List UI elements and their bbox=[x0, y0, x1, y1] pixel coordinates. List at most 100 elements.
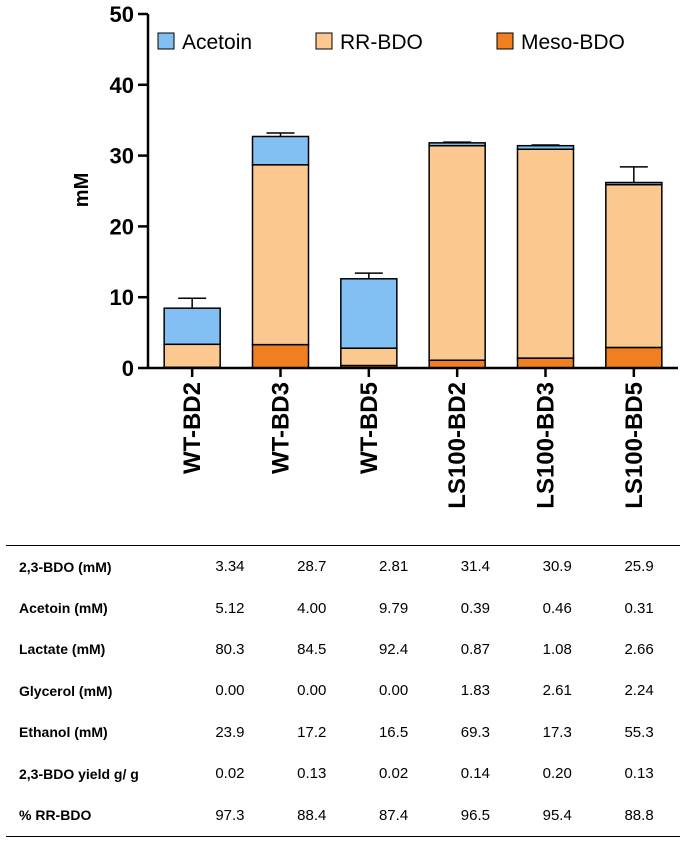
table-cell: 0.87 bbox=[460, 640, 490, 658]
legend-item-meso-bdo: Meso-BDO bbox=[496, 31, 625, 54]
table-cell: 31.4 bbox=[460, 558, 490, 576]
table-cell: 95.4 bbox=[542, 806, 572, 824]
table-cell: 0.00 bbox=[215, 682, 245, 700]
table-cell: 87.4 bbox=[378, 806, 409, 824]
table-cell: 0.00 bbox=[378, 682, 409, 700]
table-cell: 17.3 bbox=[542, 723, 572, 741]
bar-group-ls100-bd5 bbox=[605, 166, 663, 369]
row-label: Glycerol (mM) bbox=[19, 682, 113, 699]
bar-rr-bdo-ls100-bd2 bbox=[428, 144, 486, 361]
table-cell: 2.81 bbox=[378, 558, 409, 576]
x-tick-label: LS100-BD5 bbox=[621, 382, 648, 509]
table-cell: 55.3 bbox=[624, 723, 654, 741]
table-cell: 69.3 bbox=[460, 723, 490, 741]
bar-acetoin-ls100-bd3 bbox=[516, 144, 575, 150]
bar-rr-bdo-wt-bd3 bbox=[251, 164, 310, 346]
table-cell: 92.4 bbox=[378, 640, 409, 658]
y-tick-label: 30 bbox=[110, 144, 134, 169]
legend-swatch bbox=[315, 32, 333, 50]
legend-swatch bbox=[496, 32, 514, 50]
table-row: Glycerol (mM) 0.00 0.00 0.00 1.83 2.61 2.24 bbox=[6, 670, 680, 711]
bar-meso-bdo-ls100-bd5 bbox=[605, 346, 663, 369]
table-cell: 17.2 bbox=[297, 723, 327, 741]
bar-group-wt-bd2 bbox=[163, 297, 221, 369]
table-cell: 3.34 bbox=[215, 558, 245, 576]
row-label: 2,3-BDO yield g/ g bbox=[19, 765, 139, 782]
table-row: Ethanol (mM) 23.9 17.2 16.5 69.3 17.3 55.3 bbox=[6, 712, 680, 753]
row-label: 2,3-BDO (mM) bbox=[19, 558, 112, 575]
legend-item-acetoin: Acetoin bbox=[157, 31, 252, 54]
table-cell: 5.12 bbox=[215, 599, 245, 617]
table-cell: 0.14 bbox=[460, 765, 490, 783]
y-tick-label: 0 bbox=[122, 356, 134, 381]
x-tick-label: LS100-BD3 bbox=[533, 382, 560, 509]
table-cell: 0.31 bbox=[624, 599, 654, 617]
bar-acetoin-wt-bd2 bbox=[163, 307, 221, 346]
table-cell: 96.5 bbox=[460, 806, 490, 824]
x-tick-label: WT-BD2 bbox=[179, 382, 206, 474]
table-cell: 97.3 bbox=[215, 806, 245, 824]
table-cell: 2.61 bbox=[542, 682, 572, 700]
bars bbox=[163, 132, 663, 369]
x-tick-label: LS100-BD2 bbox=[444, 382, 471, 509]
y-tick-label: 10 bbox=[110, 285, 134, 310]
bar-meso-bdo-wt-bd3 bbox=[251, 343, 310, 369]
table-row: % RR-BDO 97.3 88.4 87.4 96.5 95.4 88.8 bbox=[6, 794, 680, 836]
table-cell: 0.46 bbox=[542, 599, 572, 617]
table-cell: 28.7 bbox=[297, 558, 327, 576]
stacked-bar-chart: Acetoin RR-BDO Meso-BDO 0 10 20 30 40 50 WT-BD2 W… bbox=[71, 2, 678, 509]
table-cell: 4.00 bbox=[297, 599, 327, 617]
bar-rr-bdo-wt-bd2 bbox=[163, 343, 221, 369]
legend-label: RR-BDO bbox=[340, 31, 423, 54]
table-cell: 23.9 bbox=[215, 723, 245, 741]
table-cell: 0.13 bbox=[297, 765, 327, 783]
bar-acetoin-wt-bd3 bbox=[251, 135, 310, 166]
table-cell: 80.3 bbox=[215, 640, 245, 658]
table-cell: 84.5 bbox=[297, 640, 327, 658]
legend-label: Acetoin bbox=[182, 31, 252, 54]
row-label: Acetoin (mM) bbox=[19, 600, 108, 617]
table-row: 2,3-BDO (mM) 3.34 28.7 2.81 31.4 30.9 25.9 bbox=[6, 546, 680, 588]
bar-group-ls100-bd3 bbox=[516, 144, 575, 369]
table-cell: 1.08 bbox=[542, 640, 572, 658]
y-tick-label: 20 bbox=[110, 214, 134, 239]
bar-rr-bdo-ls100-bd3 bbox=[516, 148, 575, 359]
table-cell: 0.02 bbox=[378, 765, 409, 783]
legend-label: Meso-BDO bbox=[521, 31, 625, 54]
table-cell: 25.9 bbox=[624, 558, 654, 576]
bar-rr-bdo-ls100-bd5 bbox=[605, 183, 663, 349]
table-body: 2,3-BDO (mM) 3.34 28.7 2.81 31.4 30.9 25.9 Acet… bbox=[6, 546, 680, 837]
table-cell: 88.8 bbox=[624, 806, 654, 824]
row-label: % RR-BDO bbox=[19, 807, 92, 824]
bar-rr-bdo-wt-bd5 bbox=[340, 347, 398, 367]
x-tick-label: WT-BD5 bbox=[356, 382, 383, 474]
bar-group-wt-bd3 bbox=[251, 132, 310, 369]
table-row: Lactate (mM) 80.3 84.5 92.4 0.87 1.08 2.66 bbox=[6, 629, 680, 670]
table-cell: 9.79 bbox=[378, 599, 409, 617]
legend-item-rr-bdo: RR-BDO bbox=[315, 31, 423, 54]
table-row: Acetoin (mM) 5.12 4.00 9.79 0.39 0.46 0.31 bbox=[6, 587, 680, 628]
table-cell: 16.5 bbox=[378, 723, 409, 741]
bar-acetoin-ls100-bd2 bbox=[428, 142, 486, 147]
bar-group-wt-bd5 bbox=[340, 272, 398, 369]
table-cell: 1.83 bbox=[460, 682, 490, 700]
row-label: Lactate (mM) bbox=[19, 641, 106, 658]
table-cell: 2.24 bbox=[624, 682, 654, 700]
table-cell: 0.20 bbox=[542, 765, 572, 783]
bar-group-ls100-bd2 bbox=[428, 141, 486, 369]
table-cell: 30.9 bbox=[542, 558, 572, 576]
y-tick-label: 40 bbox=[110, 73, 134, 98]
table-cell: 2.66 bbox=[624, 640, 654, 658]
table-cell: 0.02 bbox=[215, 765, 245, 783]
bar-acetoin-wt-bd5 bbox=[340, 278, 398, 349]
y-axis-label: mM bbox=[71, 173, 93, 207]
legend: Acetoin RR-BDO Meso-BDO bbox=[157, 31, 625, 54]
axes: 0 10 20 30 40 50 WT-BD2 WT-BD3 WT-BD5 LS100-BD2 LS… bbox=[110, 2, 678, 509]
y-tick-label: 50 bbox=[110, 2, 134, 27]
table-cell: 0.39 bbox=[460, 599, 490, 617]
bar-meso-bdo-ls100-bd3 bbox=[516, 357, 575, 369]
results-table: 2,3-BDO (mM) 3.34 28.7 2.81 31.4 30.9 25.9 Acet… bbox=[6, 545, 680, 837]
table-row: 2,3-BDO yield g/ g 0.02 0.13 0.02 0.14 0.20 0.… bbox=[6, 753, 680, 794]
bar-acetoin-ls100-bd5 bbox=[605, 181, 663, 186]
x-tick-label: WT-BD3 bbox=[268, 382, 295, 474]
